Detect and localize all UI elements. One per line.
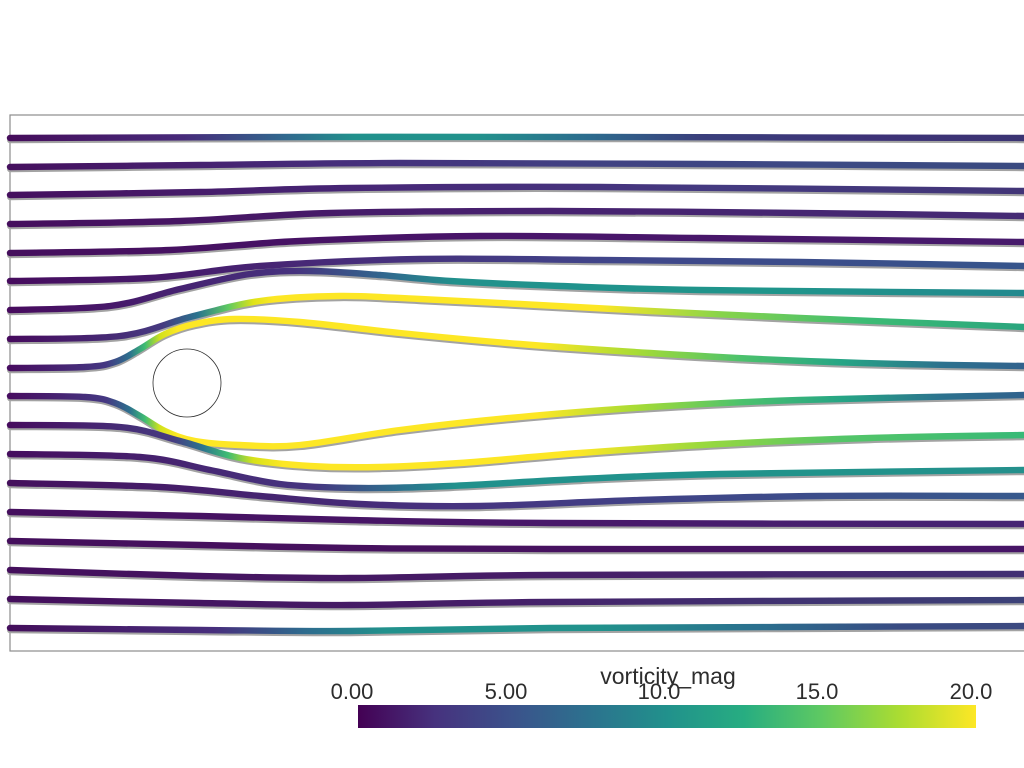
streamline-L16: [6, 566, 1024, 582]
streamline-L3: [6, 183, 1024, 199]
streamline-L12: [6, 450, 1024, 492]
streamline-L1: [6, 133, 1024, 142]
plot-frame: [9, 114, 1024, 652]
streamline-L4: [6, 207, 1024, 228]
streamline-L10: [6, 391, 1024, 450]
streamlines-layer: [6, 133, 1024, 635]
streamline-L9: [6, 315, 1024, 372]
streamline-L5: [6, 232, 1024, 257]
streamline-L18: [6, 622, 1024, 635]
streamline-L17: [6, 595, 1024, 609]
colorbar-tick-label: 15.0: [796, 679, 839, 704]
streamline-L7: [6, 267, 1024, 314]
streamline-L6: [6, 255, 1024, 285]
colorbar-title: vorticity_mag: [600, 663, 735, 689]
streamline-L13: [6, 479, 1024, 510]
cylinder-obstacle: [152, 348, 222, 418]
streamline-L8: [6, 292, 1024, 343]
colorbar-tick-labels: 0.00 5.00 10.0 15.0 20.0: [331, 679, 993, 704]
colorbar-tick-label: 20.0: [950, 679, 993, 704]
streamline-L15: [6, 537, 1024, 553]
colorbar-gradient-bar[interactable]: [358, 705, 976, 728]
colorbar-tick-label: 5.00: [485, 679, 528, 704]
streamline-L14: [6, 508, 1024, 528]
colorbar-legend[interactable]: vorticity_mag 0.00 5.00 10.0 15.0 20.0: [331, 663, 993, 728]
colorbar-tick-label: 10.0: [638, 679, 681, 704]
streamline-L11: [6, 421, 1024, 471]
streamline-L2: [6, 159, 1024, 171]
colorbar-tick-label: 0.00: [331, 679, 374, 704]
